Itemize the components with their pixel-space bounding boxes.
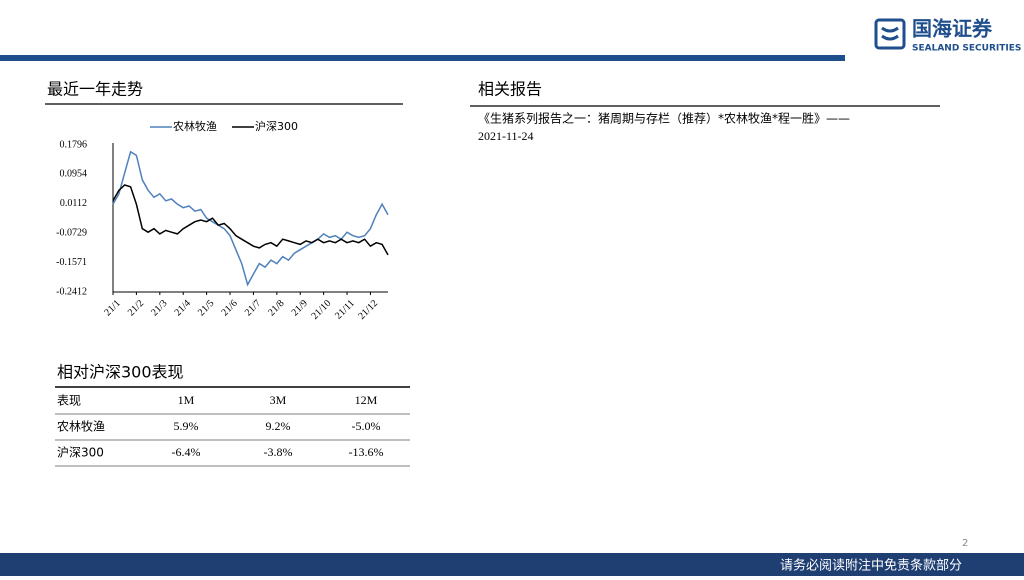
legend-label: 农林牧渔 (173, 119, 217, 133)
y-tick-label: -0.0729 (56, 228, 87, 239)
disclaimer: 请务必阅读附注中免责条款部分 (780, 558, 962, 574)
y-tick-label: 0.0112 (60, 198, 87, 209)
report-title: 《生猪系列报告之一：猪周期与存栏（推荐）*农林牧渔*程一胜》—— (478, 111, 850, 126)
table-title: 相对沪深300表现 (57, 363, 184, 382)
legend-label: 沪深300 (255, 119, 298, 133)
table-cell: 农林牧渔 (57, 420, 105, 434)
logo-cn: 国海证券 (912, 17, 993, 41)
x-tick-label: 21/8 (266, 298, 286, 318)
x-tick-label: 21/1 (102, 298, 122, 318)
y-tick-label: 0.1796 (60, 139, 88, 150)
x-tick-label: 21/10 (309, 298, 333, 322)
table-cell: -6.4% (172, 445, 201, 459)
y-tick-label: -0.1571 (56, 257, 87, 268)
table-header: 1M (178, 393, 195, 407)
logo-en: SEALAND SECURITIES (912, 44, 1021, 54)
x-tick-label: 21/5 (196, 298, 216, 318)
series-line (112, 184, 389, 256)
x-tick-label: 21/12 (356, 298, 380, 322)
series-line (112, 150, 389, 287)
x-tick-label: 21/7 (243, 298, 263, 318)
x-tick-label: 21/2 (126, 298, 146, 318)
table-cell: 5.9% (174, 419, 199, 433)
table-header: 3M (270, 393, 287, 407)
logo-icon (874, 18, 906, 50)
x-tick-label: 21/4 (173, 298, 193, 318)
x-tick-label: 21/3 (149, 298, 169, 318)
table-cell: -5.0% (352, 419, 381, 433)
y-tick-label: 0.0954 (60, 169, 88, 180)
table-header: 表现 (57, 394, 81, 408)
x-tick-label: 21/9 (290, 298, 310, 318)
report-date: 2021-11-24 (478, 129, 534, 143)
table-cell: 沪深300 (57, 446, 104, 460)
section-title: 相关报告 (478, 80, 542, 99)
table-cell: -13.6% (349, 445, 384, 459)
header-bar (0, 55, 845, 61)
x-tick-label: 21/11 (333, 298, 357, 322)
footer-bar (0, 553, 1024, 576)
page-number: 2 (962, 538, 968, 549)
table-header: 12M (355, 393, 378, 407)
table-cell: 9.2% (266, 419, 291, 433)
table-cell: -3.8% (264, 445, 293, 459)
section-title: 最近一年走势 (47, 80, 143, 99)
y-tick-label: -0.2412 (56, 286, 87, 297)
x-tick-label: 21/6 (219, 298, 239, 318)
